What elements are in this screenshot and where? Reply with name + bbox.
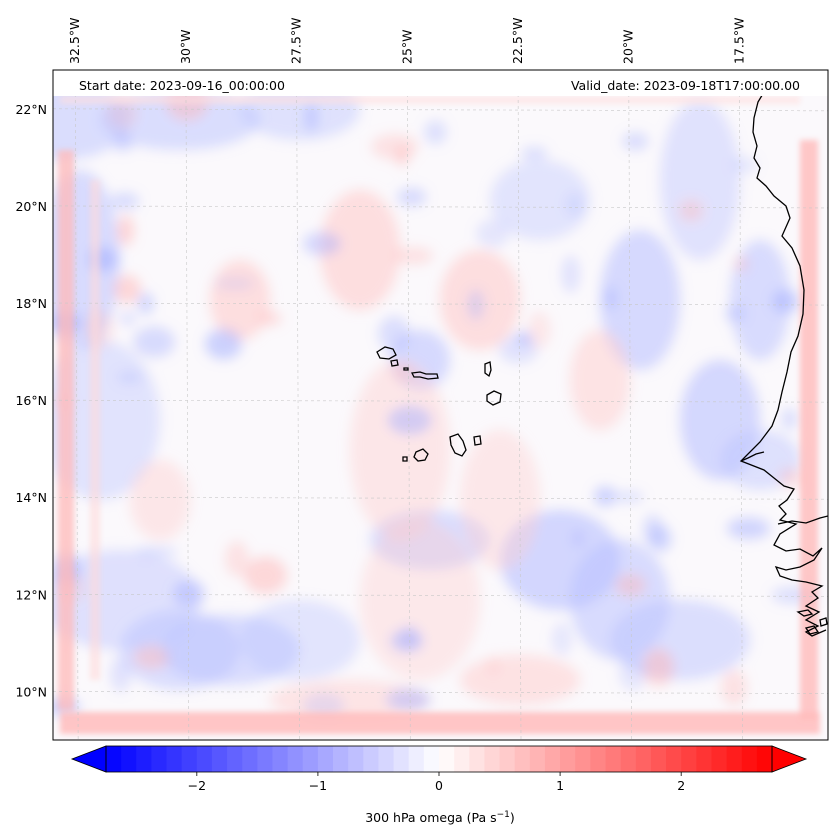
colorbar-step: [484, 746, 501, 772]
meridian-gridline: [628, 70, 633, 740]
colorbar-step: [726, 746, 743, 772]
gridlines: [53, 70, 828, 740]
colorbar: −2 −1 0 1 2 300 hPa omega (Pa s−1): [70, 745, 808, 825]
latitude-label: 16°N: [15, 393, 47, 408]
colorbar-tick-label: 1: [556, 778, 564, 793]
colorbar-step: [181, 746, 198, 772]
latitude-label: 18°N: [15, 296, 47, 311]
colorbar-tick-label: −1: [309, 778, 327, 793]
colorbar-step: [106, 746, 122, 772]
latitude-label: 20°N: [15, 199, 47, 214]
meridian-gridline: [739, 70, 743, 740]
colorbar-step: [560, 746, 576, 772]
colorbar-step: [257, 746, 274, 772]
longitude-label: 30°W: [178, 29, 193, 64]
longitude-label: 20°W: [621, 29, 636, 64]
island-santiago: [449, 433, 467, 457]
colorbar-step: [272, 746, 289, 772]
meridian-gridline: [406, 70, 411, 740]
colorbar-step: [711, 746, 728, 772]
omega-field: [53, 70, 828, 740]
colorbar-step: [151, 746, 168, 772]
colorbar-tick-label: −2: [188, 778, 206, 793]
colorbar-step: [514, 746, 531, 772]
meridian-gridline: [517, 70, 522, 740]
colorbar-step: [544, 746, 561, 772]
colorbar-step: [393, 746, 410, 772]
colorbar-step: [287, 746, 304, 772]
latitude-label: 12°N: [15, 587, 47, 602]
island-boa-vista: [486, 390, 502, 406]
colorbar-step: [620, 746, 637, 772]
colorbar-step: [408, 746, 425, 772]
island-sao-nicolau: [411, 371, 439, 380]
meridian-gridline: [185, 70, 190, 740]
colorbar-step: [242, 746, 258, 772]
colorbar-step: [605, 746, 622, 772]
colorbar-step: [211, 746, 228, 772]
colorbar-step: [302, 746, 319, 772]
longitude-label: 25°W: [399, 29, 414, 64]
longitude-label: 27.5°W: [289, 18, 304, 64]
longitude-label: 32.5°W: [67, 18, 82, 64]
island-maio: [473, 435, 482, 446]
island-santa-luzia: [403, 367, 409, 371]
meridian-gridline: [74, 70, 79, 740]
valid-date-label: Valid_date: 2023-09-18T17:00:00.00: [571, 78, 800, 93]
colorbar-step: [469, 746, 486, 772]
colorbar-step: [348, 746, 364, 772]
colorbar-step: [196, 746, 213, 772]
colorbar-step: [741, 746, 758, 772]
latitude-label: 22°N: [15, 102, 47, 117]
colorbar-tick-label: 2: [677, 778, 685, 793]
colorbar-step: [363, 746, 380, 772]
colorbar-label-exponent: −1: [497, 810, 510, 820]
colorbar-step: [590, 746, 607, 772]
colorbar-step: [423, 746, 440, 772]
colorbar-extend-high: [771, 745, 808, 773]
island-brava: [402, 456, 408, 462]
start-date-label: Start date: 2023-09-16_00:00:00: [79, 78, 285, 93]
longitude-labels: 32.5°W 30°W 27.5°W 25°W 22.5°W 20°W 17.5°W: [67, 18, 746, 64]
colorbar-step: [439, 746, 455, 772]
colorbar-step: [136, 746, 153, 772]
meridian-gridline: [296, 70, 300, 740]
colorbar-step: [166, 746, 183, 772]
colorbar-step: [227, 746, 243, 772]
longitude-label: 17.5°W: [731, 18, 746, 64]
colorbar-step: [666, 746, 682, 772]
colorbar-step: [650, 746, 667, 772]
island-fogo: [413, 448, 429, 462]
gambia-river: [777, 515, 828, 525]
colorbar-label: 300 hPa omega (Pa s−1): [365, 810, 515, 825]
island-sal: [484, 361, 492, 378]
colorbar-step: [317, 746, 334, 772]
latitude-label: 10°N: [15, 684, 47, 699]
colorbar-step: [696, 746, 713, 772]
dakar-peninsula: [740, 451, 765, 462]
colorbar-step: [756, 746, 773, 772]
colorbar-step: [454, 746, 470, 772]
africa-coastline: [739, 83, 827, 637]
colorbar-tick-label: 0: [435, 778, 443, 793]
map-frame: [52, 69, 829, 741]
colorbar-step: [635, 746, 652, 772]
longitude-label: 22.5°W: [510, 18, 525, 64]
colorbar-step: [681, 746, 697, 772]
colorbar-step: [121, 746, 137, 772]
latitude-label: 14°N: [15, 490, 47, 505]
colorbar-step: [499, 746, 516, 772]
colorbar-step: [575, 746, 591, 772]
coastlines: [376, 83, 828, 637]
colorbar-step: [529, 746, 546, 772]
bissagos-islands: [796, 609, 814, 617]
latitude-labels: 22°N 20°N 18°N 16°N 14°N 12°N 10°N: [15, 102, 47, 700]
island-santo-antao: [376, 346, 397, 360]
island-sao-vicente: [390, 359, 399, 367]
colorbar-extend-low: [70, 745, 107, 773]
colorbar-step: [333, 746, 349, 772]
colorbar-step: [378, 746, 395, 772]
